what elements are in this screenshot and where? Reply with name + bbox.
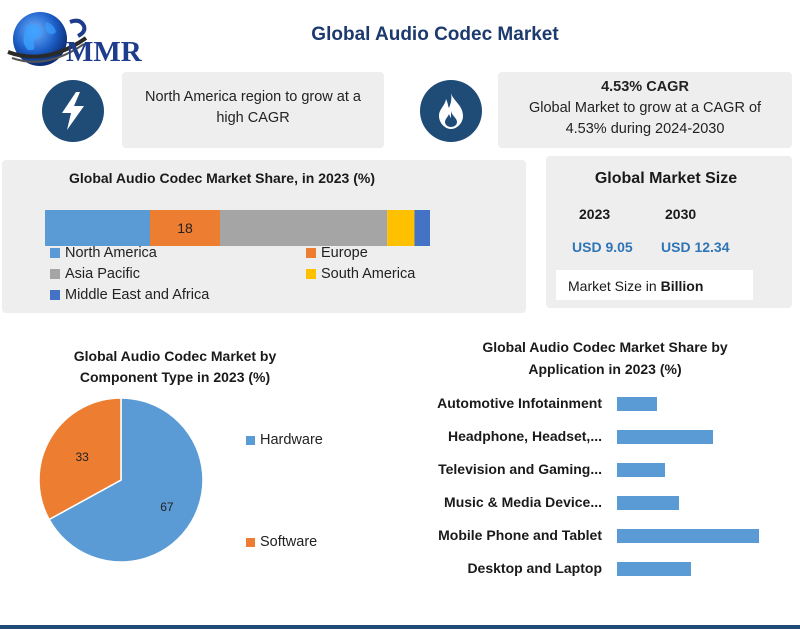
pie-legend-hardware: Hardware bbox=[246, 432, 323, 448]
stack-segment-middle-east-and-africa bbox=[414, 210, 430, 246]
app-bar bbox=[617, 397, 657, 411]
legend-swatch bbox=[306, 248, 316, 258]
legend-item-south-america: South America bbox=[306, 266, 546, 282]
pie-data-label: 67 bbox=[160, 500, 174, 514]
lightning-icon-badge bbox=[42, 80, 104, 142]
flame-icon bbox=[439, 93, 463, 129]
value-2030: USD 12.34 bbox=[661, 239, 730, 255]
legend-swatch bbox=[246, 537, 255, 547]
cagr-headline: 4.53% CAGR bbox=[601, 79, 689, 95]
legend-label: Asia Pacific bbox=[65, 266, 140, 282]
legend-swatch bbox=[50, 248, 60, 258]
app-category-label: Desktop and Laptop bbox=[467, 560, 602, 576]
legend-item-north-america: North America bbox=[50, 245, 290, 261]
legend-label: Software bbox=[260, 534, 318, 550]
legend-swatch bbox=[50, 269, 60, 279]
app-category-label: Mobile Phone and Tablet bbox=[438, 527, 602, 543]
legend-swatch bbox=[246, 435, 255, 445]
legend-label: Middle East and Africa bbox=[65, 287, 210, 303]
regional-share-title: Global Audio Codec Market Share, in 2023… bbox=[69, 170, 375, 186]
stack-segment-asia-pacific bbox=[220, 210, 388, 246]
unit-note-prefix: Market Size in bbox=[568, 278, 661, 294]
app-category-label: Headphone, Headset,... bbox=[447, 428, 602, 444]
market-size-panel: Global Market Size 2023 2030 USD 9.05 US… bbox=[546, 156, 792, 308]
pie-slice-hardware bbox=[48, 397, 204, 563]
legend-item-mea: Middle East and Africa bbox=[50, 287, 310, 303]
app-bar bbox=[617, 496, 680, 510]
component-chart-title: Global Audio Codec Market by Component T… bbox=[73, 348, 277, 385]
app-bar bbox=[617, 430, 714, 444]
region-card: North America region to grow at a high C… bbox=[122, 72, 384, 148]
legend-label: South America bbox=[321, 266, 416, 282]
cagr-text: Global Market to grow at a CAGR of 4.53%… bbox=[528, 100, 762, 137]
market-size-unit-note: Market Size in Billion bbox=[556, 270, 753, 300]
flame-icon-badge bbox=[420, 80, 482, 142]
stack-data-label: 18 bbox=[177, 220, 193, 236]
lightning-icon bbox=[62, 92, 84, 130]
legend-item-europe: Europe bbox=[306, 245, 546, 261]
application-bar-chart: Automotive Infotainment Headphone, Headse… bbox=[380, 395, 790, 595]
region-card-text: North America region to grow at a high C… bbox=[145, 89, 361, 126]
app-bar bbox=[617, 562, 691, 576]
stack-segment-europe bbox=[150, 210, 220, 246]
cagr-card: 4.53% CAGR Global Market to grow at a CA… bbox=[498, 72, 792, 148]
logo-text: MMR bbox=[66, 36, 142, 68]
value-2023: USD 9.05 bbox=[572, 239, 633, 255]
legend-swatch bbox=[50, 290, 60, 300]
globe-icon bbox=[7, 12, 88, 66]
pie-legend-software: Software bbox=[246, 534, 317, 550]
regional-share-panel: Global Audio Codec Market Share, in 2023… bbox=[2, 160, 526, 313]
footer-divider bbox=[0, 625, 800, 629]
year-2030: 2030 bbox=[665, 206, 697, 222]
legend-item-asia-pacific: Asia Pacific bbox=[50, 266, 290, 282]
pie-data-label: 33 bbox=[76, 450, 90, 464]
app-bar bbox=[617, 529, 759, 543]
app-category-label: Music & Media Device... bbox=[444, 494, 602, 510]
stack-segment-north-america bbox=[45, 210, 150, 246]
stack-segment-south-america bbox=[387, 210, 415, 246]
app-bar bbox=[617, 463, 666, 477]
legend-swatch bbox=[306, 269, 316, 279]
app-category-label: Television and Gaming... bbox=[438, 461, 602, 477]
legend-label: Hardware bbox=[260, 432, 323, 448]
market-size-title: Global Market Size bbox=[594, 170, 738, 187]
legend-label: North America bbox=[65, 245, 157, 261]
component-pie-chart: 67 33 bbox=[38, 397, 204, 563]
mmr-logo: MMR bbox=[6, 8, 156, 70]
unit-note-unit: Billion bbox=[660, 278, 704, 294]
regional-share-bar: 18 bbox=[45, 210, 430, 246]
page-title: Global Audio Codec Market bbox=[311, 24, 559, 45]
pie-slice-software bbox=[38, 397, 122, 521]
legend-label: Europe bbox=[321, 245, 368, 261]
application-chart-title: Global Audio Codec Market Share by Appli… bbox=[482, 339, 728, 377]
app-category-label: Automotive Infotainment bbox=[437, 395, 602, 411]
year-2023: 2023 bbox=[579, 206, 611, 222]
